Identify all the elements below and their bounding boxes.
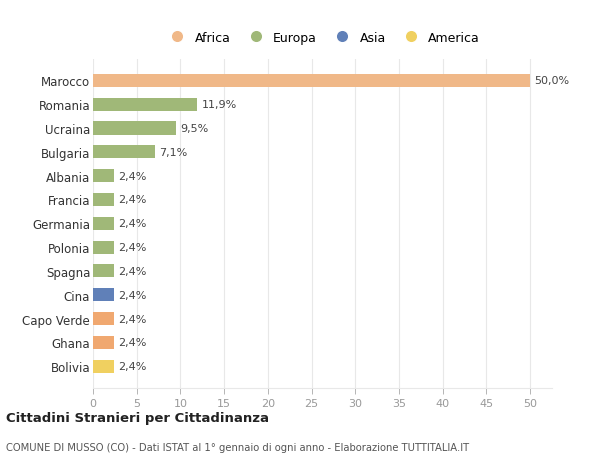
Bar — [93, 217, 114, 230]
Bar — [93, 336, 114, 349]
Bar — [93, 146, 155, 159]
Text: 2,4%: 2,4% — [118, 361, 147, 371]
Bar — [93, 193, 114, 207]
Bar — [93, 170, 114, 183]
Legend: Africa, Europa, Asia, America: Africa, Europa, Asia, America — [160, 27, 485, 50]
Text: 50,0%: 50,0% — [535, 76, 569, 86]
Bar — [93, 265, 114, 278]
Bar — [93, 289, 114, 302]
Text: 2,4%: 2,4% — [118, 266, 147, 276]
Bar — [93, 122, 176, 135]
Bar — [93, 241, 114, 254]
Text: 2,4%: 2,4% — [118, 195, 147, 205]
Text: 2,4%: 2,4% — [118, 290, 147, 300]
Text: 9,5%: 9,5% — [181, 123, 209, 134]
Text: 2,4%: 2,4% — [118, 171, 147, 181]
Text: 7,1%: 7,1% — [160, 147, 188, 157]
Text: 11,9%: 11,9% — [202, 100, 236, 110]
Bar — [93, 98, 197, 112]
Text: 2,4%: 2,4% — [118, 314, 147, 324]
Bar — [93, 312, 114, 325]
Text: Cittadini Stranieri per Cittadinanza: Cittadini Stranieri per Cittadinanza — [6, 412, 269, 425]
Text: 2,4%: 2,4% — [118, 338, 147, 347]
Text: 2,4%: 2,4% — [118, 242, 147, 252]
Text: COMUNE DI MUSSO (CO) - Dati ISTAT al 1° gennaio di ogni anno - Elaborazione TUTT: COMUNE DI MUSSO (CO) - Dati ISTAT al 1° … — [6, 442, 469, 452]
Bar — [93, 360, 114, 373]
Bar — [93, 74, 530, 88]
Text: 2,4%: 2,4% — [118, 219, 147, 229]
